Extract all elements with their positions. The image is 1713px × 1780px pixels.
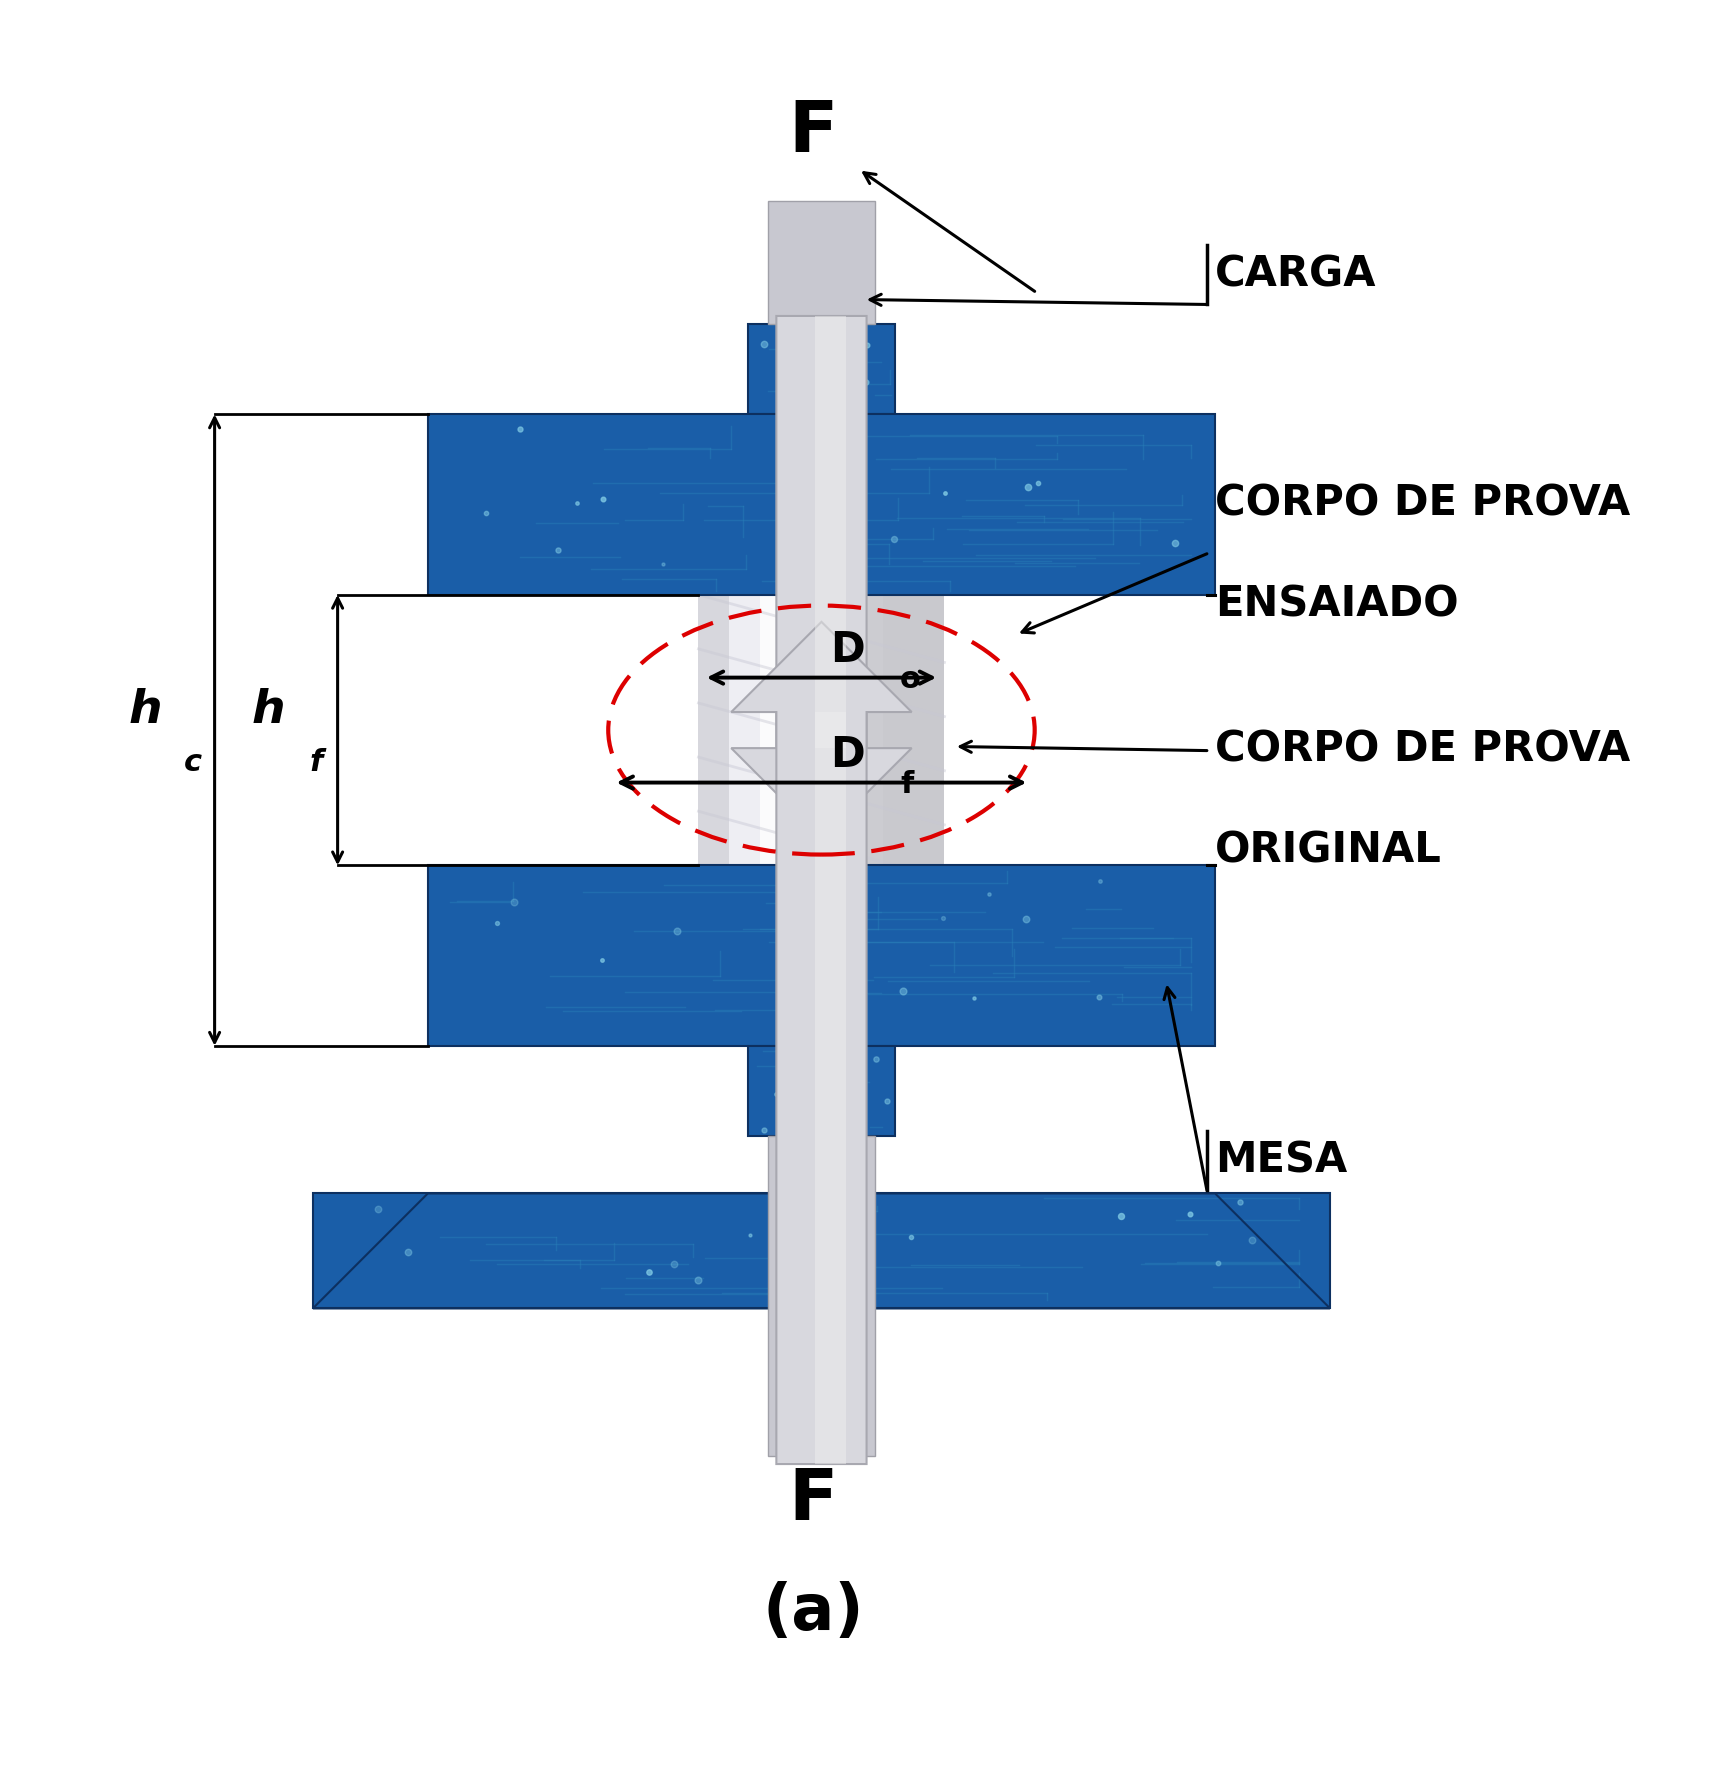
Bar (791, 595, 822, 865)
Bar (313, 1193, 1329, 1308)
Bar (730, 595, 761, 865)
Polygon shape (815, 317, 846, 748)
Text: F: F (788, 98, 838, 167)
Text: CORPO DE PROVA: CORPO DE PROVA (1215, 728, 1631, 771)
Bar (767, 201, 875, 324)
Text: ENSAIADO: ENSAIADO (1215, 584, 1459, 625)
Bar (767, 1136, 875, 1456)
Text: MESA: MESA (1215, 1139, 1348, 1182)
Bar (882, 595, 913, 865)
Text: CARGA: CARGA (1215, 255, 1377, 295)
Bar (822, 595, 851, 865)
Bar (761, 595, 791, 865)
Polygon shape (731, 621, 911, 1463)
Text: f: f (310, 748, 324, 778)
Text: c: c (185, 748, 202, 778)
Text: D: D (829, 628, 865, 671)
Text: (a): (a) (762, 1581, 863, 1643)
Text: CORPO DE PROVA: CORPO DE PROVA (1215, 482, 1631, 525)
Text: ORIGINAL: ORIGINAL (1215, 829, 1442, 872)
Text: h: h (128, 687, 163, 733)
Polygon shape (815, 712, 846, 1463)
Bar (913, 595, 944, 865)
Bar (747, 324, 896, 415)
Bar (851, 595, 882, 865)
Bar (699, 595, 730, 865)
Polygon shape (731, 317, 911, 838)
Bar (747, 1047, 896, 1136)
Polygon shape (313, 1193, 1329, 1308)
Text: D: D (829, 733, 865, 776)
Bar (428, 865, 1215, 1047)
Bar (428, 415, 1215, 595)
Text: o: o (901, 666, 922, 694)
Text: F: F (788, 1465, 838, 1534)
Bar (699, 595, 944, 865)
Text: h: h (252, 687, 286, 733)
Text: f: f (901, 771, 913, 799)
